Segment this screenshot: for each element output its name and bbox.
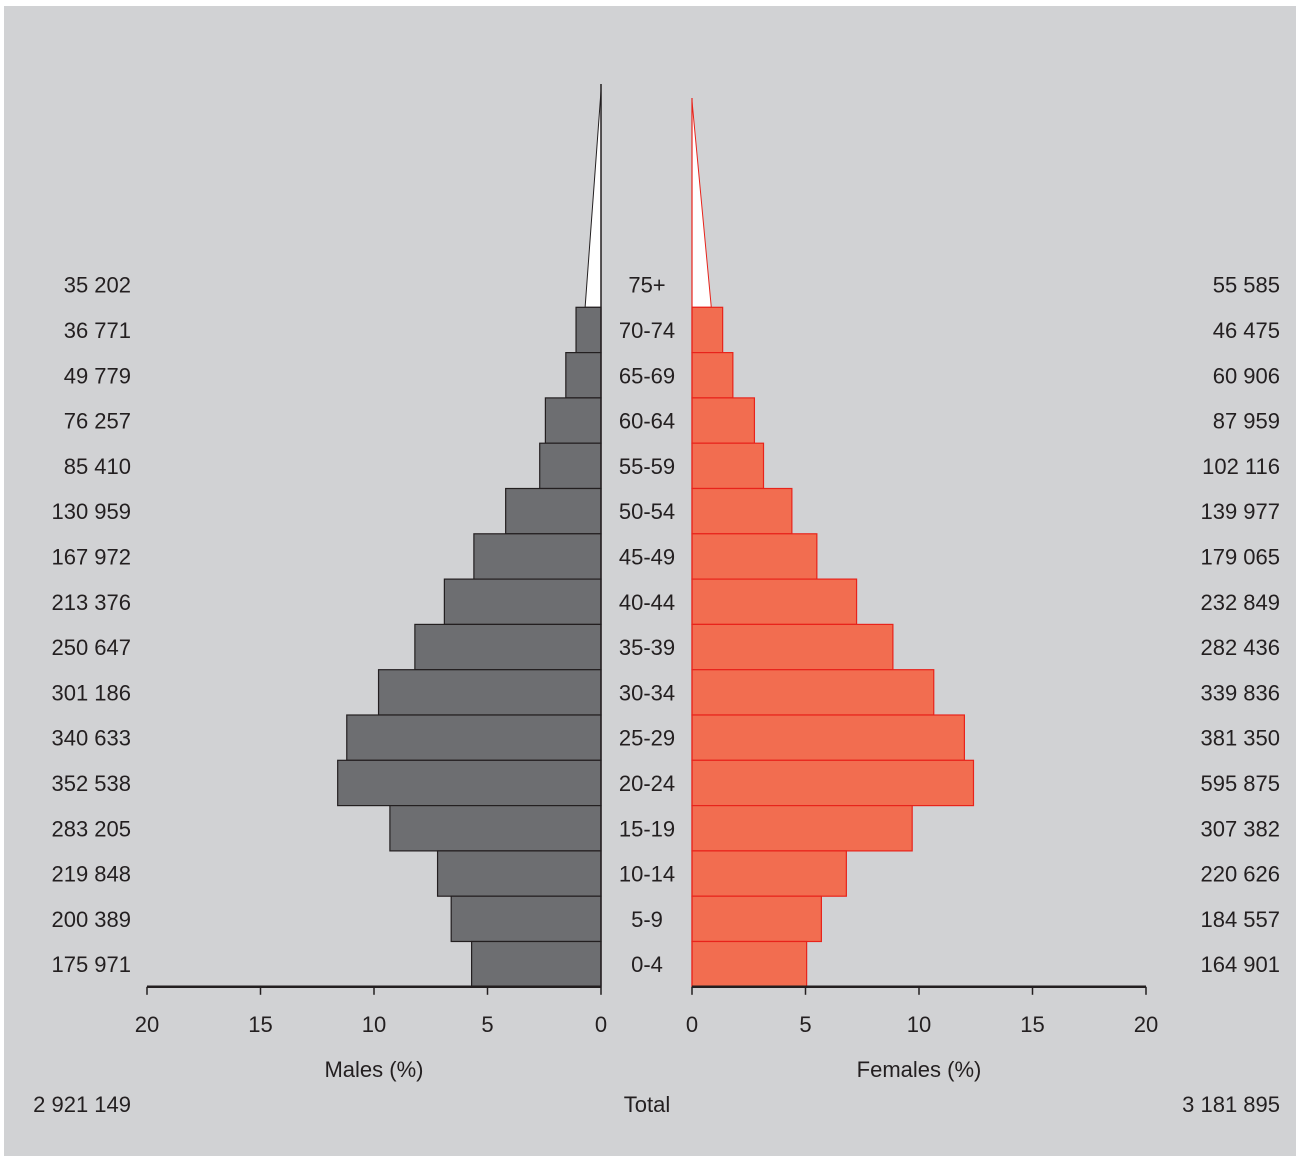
age-group-label: 20-24 — [619, 771, 675, 796]
male-count-label: 130 959 — [51, 499, 131, 524]
female-count-label: 220 626 — [1200, 862, 1280, 887]
population-pyramid-chart: 75+ 35 202 55 585 70-74 36 771 46 475 65-69 49 … — [33, 84, 1280, 1117]
male-bar-25-29 — [346, 714, 602, 761]
female-bar-30-34 — [691, 669, 935, 716]
female-bar-20-24 — [691, 759, 975, 807]
male-bar-40-44 — [443, 578, 602, 625]
male-bar-5-9 — [450, 895, 602, 943]
age-group-label: 50-54 — [619, 499, 675, 524]
age-group-label: 70-74 — [619, 318, 675, 343]
male-bar-70-74 — [575, 306, 602, 354]
female-count-label: 179 065 — [1200, 544, 1280, 569]
age-group-label: 0-4 — [631, 952, 663, 977]
male-x-tick-label: 15 — [248, 1012, 272, 1037]
age-group-label: 35-39 — [619, 635, 675, 660]
male-count-label: 167 972 — [51, 544, 131, 569]
male-count-label: 49 779 — [64, 363, 131, 388]
female-bar-70-74 — [691, 306, 724, 354]
female-axis-title: Females (%) — [857, 1057, 982, 1082]
male-count-label: 283 205 — [51, 816, 131, 841]
female-bar-55-59 — [691, 442, 765, 490]
age-group-label: 10-14 — [619, 862, 675, 887]
total-label: Total — [624, 1092, 670, 1117]
female-bar-60-64 — [691, 397, 756, 444]
male-bar-60-64 — [544, 397, 602, 444]
female-bar-25-29 — [691, 714, 965, 761]
male-count-label: 213 376 — [51, 590, 131, 615]
male-count-label: 85 410 — [64, 454, 131, 479]
male-count-label: 219 848 — [51, 862, 131, 887]
male-x-tick-label: 5 — [481, 1012, 493, 1037]
female-x-tick-label: 10 — [907, 1012, 931, 1037]
male-count-label: 200 389 — [51, 907, 131, 932]
male-bar-15-19 — [389, 804, 602, 852]
male-bar-30-34 — [377, 669, 602, 716]
age-group-label: 60-64 — [619, 409, 675, 434]
female-bar-40-44 — [691, 578, 858, 625]
female-count-label: 595 875 — [1200, 771, 1280, 796]
male-bar-45-49 — [473, 533, 602, 580]
age-group-label: 30-34 — [619, 680, 675, 705]
age-group-label: 75+ — [628, 273, 665, 298]
female-count-label: 139 977 — [1200, 499, 1280, 524]
male-bar-55-59 — [539, 442, 602, 490]
female-bar-50-54 — [691, 487, 793, 535]
age-group-label: 15-19 — [619, 816, 675, 841]
female-bar-75-plus — [691, 100, 712, 308]
age-group-label: 25-29 — [619, 726, 675, 751]
female-x-tick-label: 15 — [1020, 1012, 1044, 1037]
male-bar-75-plus — [584, 90, 602, 308]
female-count-label: 87 959 — [1213, 409, 1280, 434]
male-count-label: 250 647 — [51, 635, 131, 660]
female-count-label: 307 382 — [1200, 816, 1280, 841]
female-count-label: 55 585 — [1213, 273, 1280, 298]
female-count-label: 232 849 — [1200, 590, 1280, 615]
male-bar-50-54 — [505, 487, 602, 535]
female-count-label: 282 436 — [1200, 635, 1280, 660]
age-group-label: 5-9 — [631, 907, 663, 932]
male-count-label: 76 257 — [64, 409, 131, 434]
male-x-tick-label: 0 — [595, 1012, 607, 1037]
female-count-label: 60 906 — [1213, 363, 1280, 388]
male-bar-0-4 — [471, 940, 602, 988]
male-bar-65-69 — [565, 352, 602, 399]
female-bar-45-49 — [691, 533, 818, 580]
male-count-label: 36 771 — [64, 318, 131, 343]
female-count-label: 102 116 — [1202, 454, 1280, 479]
female-bar-65-69 — [691, 352, 734, 399]
female-x-tick-label: 0 — [686, 1012, 698, 1037]
female-x-tick-label: 5 — [799, 1012, 811, 1037]
female-count-label: 184 557 — [1200, 907, 1280, 932]
female-count-label: 46 475 — [1213, 318, 1280, 343]
age-group-label: 40-44 — [619, 590, 675, 615]
female-bar-15-19 — [691, 804, 913, 852]
male-count-label: 175 971 — [51, 952, 131, 977]
female-bar-5-9 — [691, 895, 822, 943]
female-count-label: 381 350 — [1200, 726, 1280, 751]
female-bar-0-4 — [691, 940, 808, 988]
female-bar-35-39 — [691, 623, 894, 671]
age-group-label: 45-49 — [619, 544, 675, 569]
male-count-label: 35 202 — [64, 273, 131, 298]
female-bar-10-14 — [691, 850, 847, 897]
female-x-tick-label: 20 — [1134, 1012, 1158, 1037]
male-bar-10-14 — [436, 850, 602, 897]
male-count-label: 352 538 — [51, 771, 131, 796]
male-bar-35-39 — [414, 623, 602, 671]
female-total: 3 181 895 — [1182, 1092, 1280, 1117]
male-bar-20-24 — [337, 759, 602, 807]
male-count-label: 301 186 — [51, 680, 131, 705]
male-x-tick-label: 20 — [135, 1012, 159, 1037]
chart-panel: 75+ 35 202 55 585 70-74 36 771 46 475 65-69 49 … — [4, 6, 1296, 1156]
male-x-tick-label: 10 — [362, 1012, 386, 1037]
male-count-label: 340 633 — [51, 726, 131, 751]
age-group-label: 55-59 — [619, 454, 675, 479]
male-total: 2 921 149 — [33, 1092, 131, 1117]
male-axis-title: Males (%) — [324, 1057, 423, 1082]
age-group-label: 65-69 — [619, 363, 675, 388]
female-count-label: 339 836 — [1200, 680, 1280, 705]
female-count-label: 164 901 — [1200, 952, 1280, 977]
